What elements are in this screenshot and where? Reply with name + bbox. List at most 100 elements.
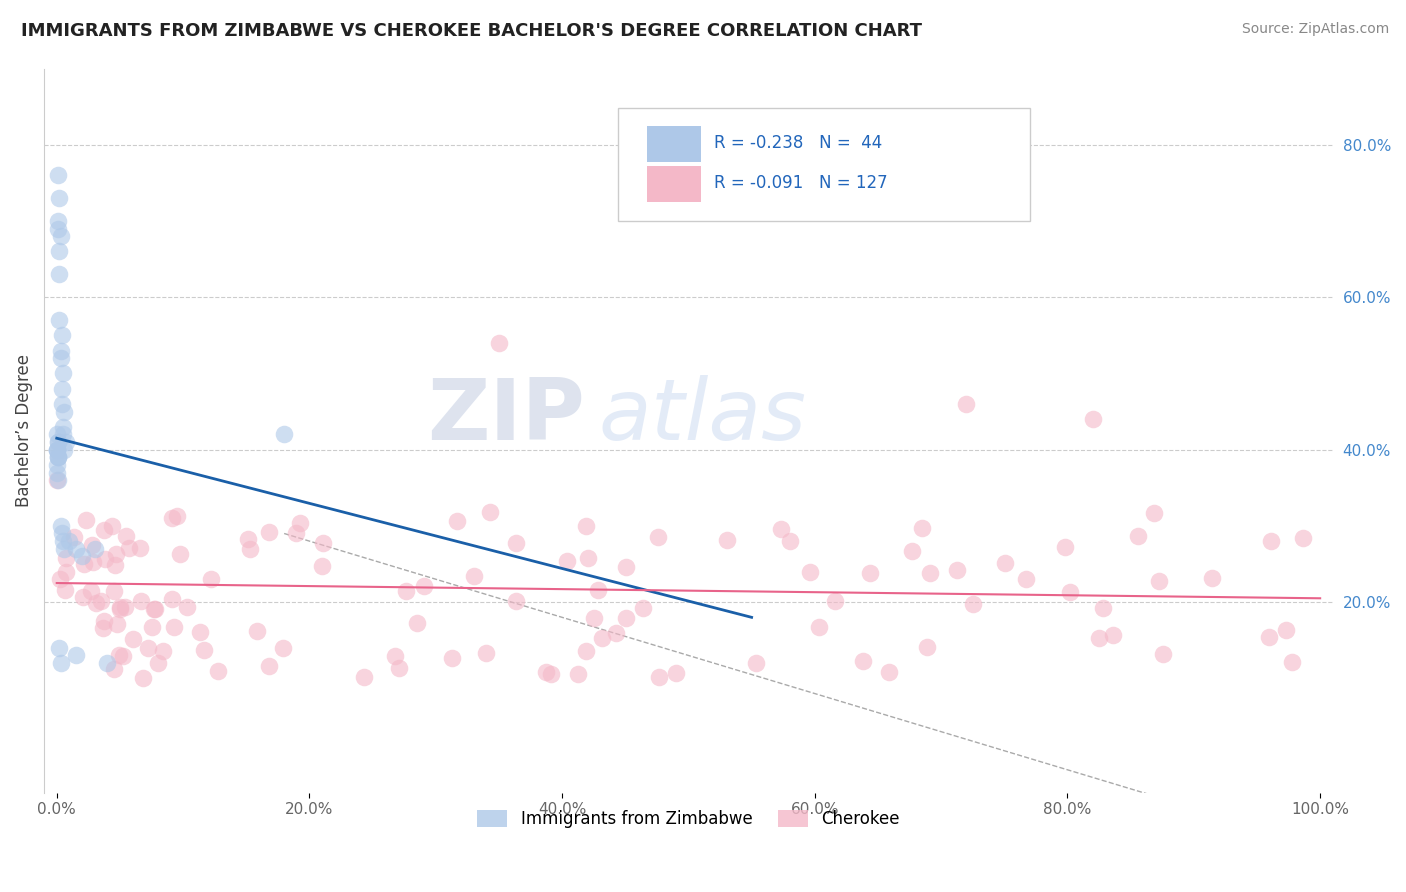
- Point: [48, 244, 70, 259]
- Point: [55, 565, 77, 579]
- Point: [163, 619, 186, 633]
- Point: [193, 643, 215, 657]
- Point: [285, 526, 308, 541]
- Point: [799, 565, 821, 579]
- Point: [148, 656, 170, 670]
- Point: [142, 601, 165, 615]
- Point: [83, 541, 105, 556]
- Point: [200, 572, 222, 586]
- Point: [141, 619, 163, 633]
- FancyBboxPatch shape: [617, 108, 1031, 220]
- Point: [312, 536, 335, 550]
- Point: [93, 614, 115, 628]
- Point: [94, 552, 117, 566]
- Point: [46, 450, 69, 465]
- Point: [107, 648, 129, 663]
- Y-axis label: Bachelor’s Degree: Bachelor’s Degree: [15, 354, 32, 507]
- Point: [288, 516, 311, 530]
- Point: [121, 632, 143, 646]
- Point: [46, 450, 69, 465]
- Point: [79, 583, 101, 598]
- Point: [605, 625, 627, 640]
- Text: atlas: atlas: [598, 375, 806, 458]
- Point: [48, 640, 70, 655]
- Point: [45, 466, 67, 480]
- Point: [207, 664, 229, 678]
- Point: [614, 611, 637, 625]
- Point: [49, 572, 72, 586]
- Text: IMMIGRANTS FROM ZIMBABWE VS CHEROKEE BACHELOR'S DEGREE CORRELATION CHART: IMMIGRANTS FROM ZIMBABWE VS CHEROKEE BAC…: [21, 22, 922, 40]
- Point: [412, 579, 434, 593]
- Point: [1281, 655, 1303, 669]
- Point: [108, 601, 131, 615]
- Point: [82, 555, 104, 569]
- Point: [852, 654, 875, 668]
- Point: [53, 442, 76, 457]
- Point: [48, 268, 70, 282]
- Point: [1143, 506, 1166, 520]
- Point: [105, 616, 128, 631]
- Point: [575, 518, 598, 533]
- Point: [665, 666, 688, 681]
- Point: [46, 435, 69, 450]
- Point: [591, 631, 613, 645]
- Point: [505, 536, 527, 550]
- Point: [104, 558, 127, 573]
- Point: [1015, 572, 1038, 586]
- Point: [53, 583, 76, 598]
- Point: [406, 615, 429, 630]
- Point: [648, 669, 671, 683]
- Point: [80, 538, 103, 552]
- Point: [994, 557, 1017, 571]
- Point: [859, 566, 882, 580]
- Point: [103, 662, 125, 676]
- Point: [51, 397, 73, 411]
- Point: [1201, 571, 1223, 585]
- Point: [52, 534, 75, 549]
- Point: [48, 313, 70, 327]
- Text: Source: ZipAtlas.com: Source: ZipAtlas.com: [1241, 22, 1389, 37]
- Point: [51, 328, 73, 343]
- Point: [239, 541, 262, 556]
- Point: [75, 513, 97, 527]
- Point: [1152, 647, 1174, 661]
- Point: [96, 656, 118, 670]
- Point: [236, 532, 259, 546]
- Text: R = -0.091   N = 127: R = -0.091 N = 127: [714, 174, 887, 192]
- Point: [45, 442, 67, 457]
- Point: [1081, 412, 1104, 426]
- Point: [49, 343, 72, 358]
- Point: [534, 665, 557, 680]
- Point: [567, 667, 589, 681]
- Point: [129, 593, 152, 607]
- Point: [920, 566, 942, 580]
- Point: [962, 597, 984, 611]
- Point: [446, 514, 468, 528]
- Point: [770, 522, 793, 536]
- Point: [353, 670, 375, 684]
- Point: [631, 601, 654, 615]
- Point: [1292, 531, 1315, 545]
- Point: [70, 549, 93, 564]
- Point: [90, 594, 112, 608]
- Point: [103, 583, 125, 598]
- Point: [557, 554, 579, 568]
- Point: [488, 335, 510, 350]
- Point: [441, 651, 464, 665]
- Point: [86, 596, 108, 610]
- Point: [257, 524, 280, 539]
- Point: [246, 624, 269, 639]
- Point: [1102, 628, 1125, 642]
- Point: [395, 583, 418, 598]
- Point: [111, 649, 134, 664]
- Point: [505, 594, 527, 608]
- Point: [108, 599, 131, 614]
- Point: [55, 435, 77, 450]
- Point: [72, 590, 94, 604]
- Point: [586, 583, 609, 598]
- Point: [46, 214, 69, 228]
- Point: [65, 541, 87, 556]
- Point: [384, 648, 406, 663]
- Point: [955, 397, 977, 411]
- Point: [166, 509, 188, 524]
